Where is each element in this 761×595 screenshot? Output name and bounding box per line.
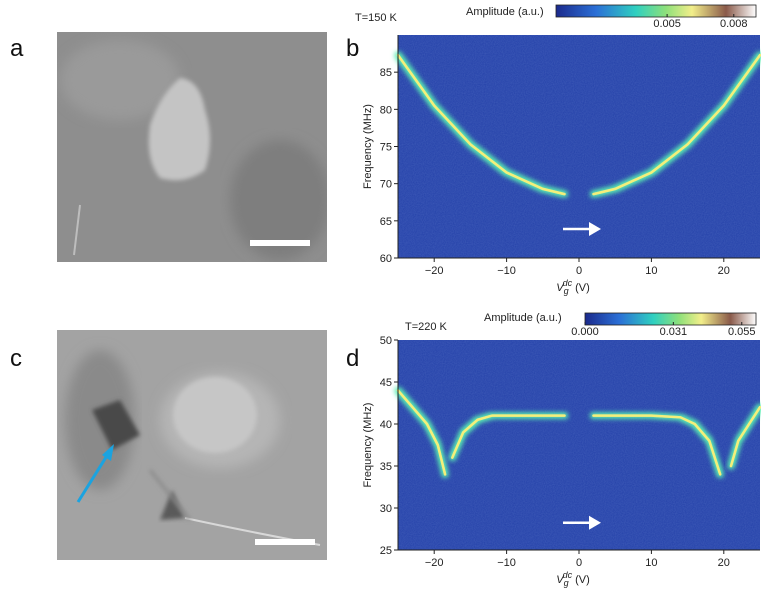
resonance-curve [729,405,761,468]
x-axis-label-sup: dc [563,278,573,288]
y-tick-label: 75 [380,142,392,154]
y-axis-label: Frequency (MHz) [362,104,374,189]
colorbar-label: Amplitude (a.u.) [484,312,562,324]
pointer-arrow-head [102,444,114,461]
heatmap-noise [398,340,760,550]
x-tick-label: −20 [425,557,444,569]
x-tick-label: 0 [576,265,582,277]
pointer-arrow [76,453,110,503]
x-tick-label: −20 [425,265,444,277]
x-axis-label-sub: g [564,578,569,588]
resonance-curve [451,414,566,459]
x-tick-label: 20 [718,557,730,569]
x-axis-label: Vgdc (V) [556,278,590,296]
y-tick-label: 45 [380,377,392,389]
resonance-curve [592,414,722,476]
panel-title: T=220 K [405,321,448,333]
x-axis-label-base: V [556,282,565,294]
resonance-curve [592,53,761,196]
x-tick-label: 20 [718,265,730,277]
x-tick-label: 10 [645,557,657,569]
micrograph [57,330,327,560]
y-tick-label: 85 [380,67,392,79]
x-axis-label-unit: (V) [575,574,590,586]
y-tick-label: 70 [380,179,392,191]
y-tick-label: 30 [380,503,392,515]
resonance-curve [396,389,447,476]
x-tick-label: −10 [497,557,516,569]
x-tick-label: 0 [576,557,582,569]
colorbar-tick-label: 0.008 [720,18,748,30]
x-axis-label-unit: (V) [575,282,590,294]
x-tick-label: 10 [645,265,657,277]
colorbar-tick-label: 0.031 [660,326,688,338]
x-axis-label: Vgdc (V) [556,570,590,588]
colorbar-tick-label: 0.000 [571,326,599,338]
resonance-curve [396,53,566,196]
y-axis-label: Frequency (MHz) [362,403,374,488]
y-tick-label: 80 [380,104,392,116]
y-tick-label: 35 [380,461,392,473]
colorbar [555,4,757,18]
colorbar [584,312,757,326]
sweep-arrow-head [589,515,601,530]
y-tick-label: 65 [380,216,392,228]
y-tick-label: 60 [380,253,392,265]
colorbar-tick-label: 0.005 [653,18,681,30]
heatmap-noise [398,35,760,258]
x-axis-label-base: V [556,574,565,586]
x-axis-label-sup: dc [563,570,573,580]
sweep-arrow-head [589,222,601,237]
panel-title: T=150 K [355,12,398,24]
plots: −20 −10 0 10 20 60 65 70 75 80 85 Frequency (MHz) Vg… [355,4,761,588]
colorbar-tick-label: 0.055 [728,326,756,338]
colorbar-label: Amplitude (a.u.) [466,6,544,18]
y-tick-label: 50 [380,335,392,347]
x-axis-label-sub: g [564,286,569,296]
y-tick-label: 25 [380,545,392,557]
x-tick-label: −10 [497,265,516,277]
y-tick-label: 40 [380,419,392,431]
panel-label: c [10,345,22,372]
panel-label: d [346,345,359,372]
micrograph [57,32,327,262]
panel-label: b [346,35,359,62]
panel-label: a [10,35,24,62]
